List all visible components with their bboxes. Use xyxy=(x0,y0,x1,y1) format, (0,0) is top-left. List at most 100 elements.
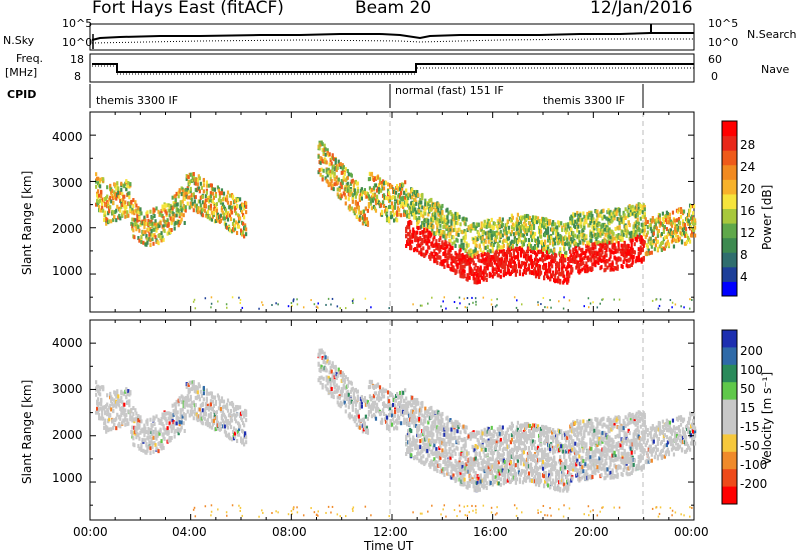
velocity-cell xyxy=(140,442,143,447)
power-cell xyxy=(464,306,467,309)
power-cell xyxy=(135,203,138,208)
power-cell xyxy=(502,243,505,248)
power-cell xyxy=(209,191,212,196)
velocity-cell xyxy=(202,391,205,396)
velocity-cell xyxy=(155,436,158,441)
power-cell xyxy=(655,217,658,222)
velocity-cell xyxy=(326,381,329,386)
power-cell xyxy=(637,254,640,259)
power-cell xyxy=(536,237,540,242)
velocity-cell xyxy=(356,394,359,399)
power-cell xyxy=(492,243,495,248)
power-cell xyxy=(462,259,465,264)
power-cell xyxy=(205,190,208,195)
power-cell xyxy=(691,211,695,216)
power-cell xyxy=(546,224,549,229)
power-cell xyxy=(557,235,560,240)
power-cell xyxy=(130,221,133,226)
power-cell xyxy=(620,217,623,222)
power-cell xyxy=(110,199,113,204)
power-cell xyxy=(578,265,581,270)
power-cell xyxy=(600,265,603,270)
power-cell xyxy=(210,183,213,188)
power-cell xyxy=(478,244,481,249)
power-cell xyxy=(439,223,442,228)
power-cell xyxy=(405,188,408,193)
velocity-cell xyxy=(104,418,107,423)
power-cell xyxy=(514,265,518,270)
power-cell xyxy=(564,224,567,229)
power-cell xyxy=(666,215,670,220)
power-cell xyxy=(590,211,593,216)
power-cell xyxy=(229,200,233,205)
power-cell xyxy=(519,249,523,254)
power-cell xyxy=(178,212,181,217)
power-cell xyxy=(537,275,541,280)
power-cell xyxy=(539,234,543,239)
power-cell xyxy=(441,203,444,208)
power-cell xyxy=(495,262,498,267)
power-cell xyxy=(430,197,433,202)
power-cell xyxy=(468,275,471,280)
velocity-cell xyxy=(100,397,103,402)
velocity-cell xyxy=(169,438,172,443)
power-cell xyxy=(595,254,598,259)
power-cell xyxy=(374,183,378,188)
power-cell xyxy=(466,277,469,282)
velocity-cell xyxy=(142,448,145,453)
power-cell xyxy=(449,210,452,215)
power-cell xyxy=(550,306,552,309)
velocity-cell xyxy=(149,451,152,456)
power-cell xyxy=(603,227,606,232)
power-cell xyxy=(528,270,532,275)
velocity-cell xyxy=(166,426,169,431)
power-cell xyxy=(609,262,612,267)
power-cell xyxy=(551,259,554,264)
power-cell xyxy=(426,240,429,245)
power-cell xyxy=(410,210,413,215)
power-cell xyxy=(328,152,331,157)
velocity-cell xyxy=(224,430,228,435)
velocity-cell xyxy=(97,389,100,394)
power-cell xyxy=(237,214,241,219)
velocity-cell xyxy=(346,395,349,400)
power-cell xyxy=(229,217,233,222)
power-cell xyxy=(638,210,641,215)
power-cell xyxy=(351,178,354,183)
power-cell xyxy=(452,235,455,240)
velocity-cell xyxy=(143,423,146,428)
power-cell xyxy=(179,219,182,224)
power-cell xyxy=(563,247,566,252)
velocity-cell xyxy=(332,373,335,378)
power-cell xyxy=(370,306,372,309)
power-cell xyxy=(313,303,316,306)
power-cell xyxy=(436,204,439,209)
power-cell xyxy=(497,231,500,236)
velocity-cell xyxy=(131,418,134,423)
power-cell xyxy=(690,233,694,238)
power-cell xyxy=(488,254,491,259)
power-cell xyxy=(344,307,347,310)
velocity-cell xyxy=(146,421,149,426)
power-cell xyxy=(668,216,672,221)
power-cell xyxy=(100,208,103,213)
power-cell xyxy=(544,271,547,276)
velocity-cell xyxy=(338,395,341,400)
power-cell xyxy=(505,257,508,262)
velocity-cell xyxy=(224,416,228,421)
power-cell xyxy=(475,243,478,248)
power-cell xyxy=(518,238,522,243)
velocity-cell xyxy=(222,399,226,404)
power-cell xyxy=(569,249,572,254)
power-cell xyxy=(348,207,351,212)
velocity-cell xyxy=(350,381,353,386)
power-cell xyxy=(482,230,485,235)
power-cell xyxy=(317,302,319,305)
power-cell xyxy=(501,217,504,222)
power-cell xyxy=(548,255,551,260)
power-cell xyxy=(662,220,665,225)
power-cell xyxy=(144,218,147,223)
velocity-cell xyxy=(95,387,98,392)
power-cell xyxy=(598,222,601,227)
power-cell xyxy=(151,215,154,220)
